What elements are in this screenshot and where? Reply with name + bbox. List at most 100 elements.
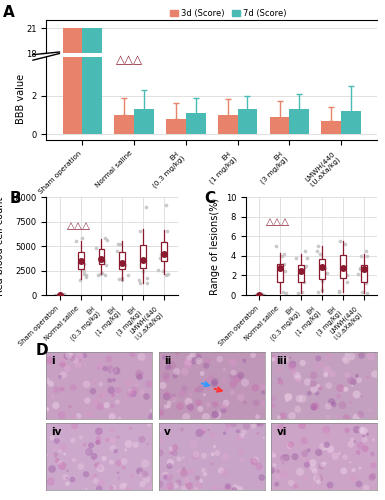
Point: [206, 426, 212, 434]
Point: [316, 474, 322, 482]
Point: [137, 373, 143, 381]
Point: [72, 414, 78, 422]
Point: [132, 441, 139, 449]
Point: [194, 350, 200, 358]
Point: [201, 428, 207, 436]
Point: [211, 483, 217, 491]
Point: [108, 386, 114, 394]
Point: [274, 480, 280, 488]
Point: [133, 380, 139, 388]
Point: [59, 385, 65, 393]
Point: [120, 482, 126, 490]
Point: [94, 461, 100, 469]
Point: [138, 256, 144, 264]
Point: [314, 474, 320, 482]
Bar: [99, 249, 104, 264]
Point: [116, 276, 122, 283]
Point: [82, 272, 89, 280]
Point: [167, 356, 173, 364]
Point: [148, 485, 154, 493]
Point: [361, 264, 367, 272]
Point: [137, 228, 143, 235]
Point: [221, 429, 228, 437]
Point: [161, 250, 167, 258]
Point: [214, 449, 220, 457]
Point: [57, 290, 63, 298]
Point: [223, 399, 229, 407]
Point: [117, 414, 123, 422]
Point: [50, 451, 56, 459]
Point: [184, 476, 190, 484]
Point: [48, 380, 54, 388]
Point: [335, 287, 341, 295]
Point: [212, 378, 218, 386]
Point: [357, 464, 363, 472]
Point: [167, 458, 173, 466]
Point: [256, 420, 262, 428]
Point: [187, 402, 193, 410]
Point: [199, 424, 205, 432]
Point: [365, 373, 371, 381]
Point: [310, 458, 316, 466]
Point: [349, 382, 355, 390]
Point: [311, 386, 317, 394]
Point: [316, 448, 322, 456]
Point: [64, 474, 70, 482]
Point: [179, 389, 185, 397]
Point: [196, 481, 202, 489]
Point: [318, 462, 325, 470]
Bar: [166, 119, 186, 134]
Point: [259, 474, 265, 482]
Point: [311, 371, 317, 379]
Point: [188, 468, 194, 476]
Point: [44, 406, 50, 413]
Y-axis label: Range of lesions(%): Range of lesions(%): [210, 198, 220, 294]
Point: [355, 448, 361, 456]
Point: [109, 412, 115, 420]
Point: [77, 276, 83, 284]
Point: [318, 361, 325, 369]
Point: [102, 234, 108, 242]
Point: [65, 466, 71, 474]
Point: [176, 455, 182, 463]
Point: [224, 426, 230, 434]
Point: [337, 384, 343, 392]
Point: [193, 450, 199, 458]
Point: [319, 278, 325, 285]
Point: [342, 240, 348, 248]
Point: [238, 394, 244, 402]
Point: [71, 456, 77, 464]
Point: [292, 452, 298, 460]
Bar: [319, 259, 325, 279]
Point: [209, 431, 216, 439]
Point: [114, 367, 120, 375]
Point: [230, 380, 236, 388]
Point: [353, 414, 360, 422]
Point: [171, 396, 177, 404]
Point: [238, 448, 244, 456]
Point: [181, 469, 187, 477]
Point: [194, 474, 201, 482]
Point: [54, 434, 60, 442]
Point: [205, 401, 211, 409]
Point: [186, 354, 192, 362]
Point: [148, 406, 154, 414]
Point: [242, 378, 248, 386]
Point: [111, 366, 117, 374]
Text: A: A: [3, 5, 15, 20]
Point: [106, 355, 112, 363]
Point: [280, 288, 286, 296]
Point: [283, 454, 289, 462]
Point: [286, 442, 293, 450]
Point: [280, 430, 286, 438]
Point: [80, 270, 87, 278]
Point: [139, 480, 146, 488]
Point: [109, 458, 115, 466]
Point: [174, 368, 180, 376]
Point: [275, 468, 281, 475]
Point: [185, 398, 191, 406]
Point: [53, 402, 59, 409]
Point: [344, 272, 350, 280]
Point: [360, 432, 367, 440]
Point: [157, 408, 164, 416]
